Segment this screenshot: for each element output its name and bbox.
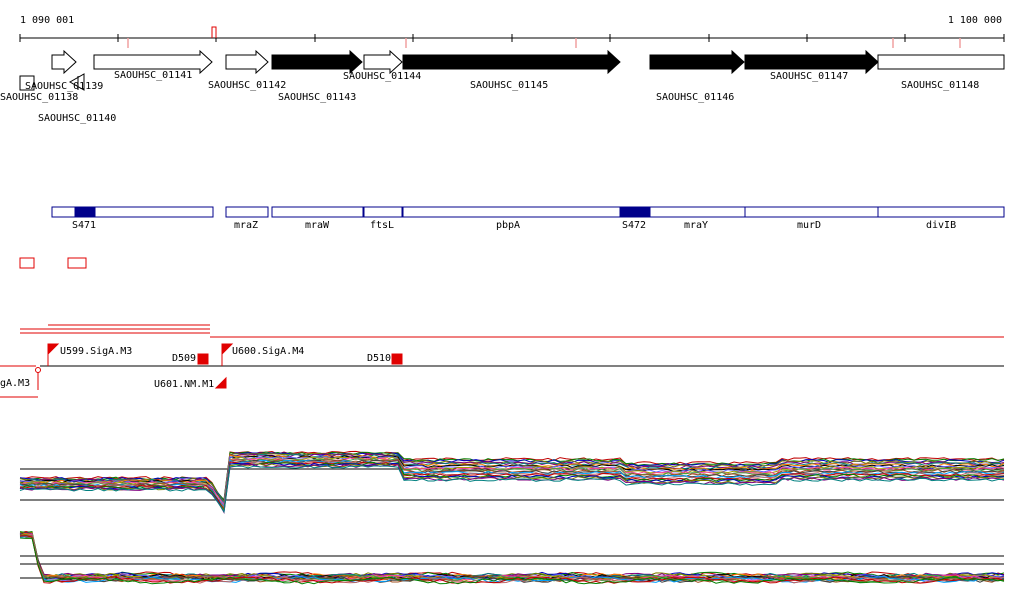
feature-label: divIB (926, 220, 956, 231)
expression-trace (19, 463, 1005, 514)
gene-label: SAOUHSC_01141 (114, 70, 192, 81)
gene-label: SAOUHSC_01145 (470, 80, 548, 91)
tu-label: U601.NM.M1 (154, 379, 214, 390)
feature-label: murD (797, 220, 821, 231)
gene-label: SAOUHSC_01138 (0, 92, 78, 103)
feature-label: S471 (72, 220, 96, 231)
gene-arrow[interactable] (51, 49, 77, 75)
gene-label: SAOUHSC_01139 (25, 81, 103, 92)
feature-label: mraW (305, 220, 330, 231)
ruler-end-label: 1 100 000 (948, 15, 1002, 26)
marker-boxes (19, 257, 87, 269)
gene-label: SAOUHSC_01146 (656, 92, 734, 103)
expression-trace (19, 531, 1005, 580)
expression-trace (19, 530, 1005, 579)
expression-trace (19, 535, 1005, 584)
expression-trace (19, 452, 1005, 503)
gene-arrow[interactable] (744, 49, 879, 75)
promoter-flag[interactable] (47, 343, 60, 366)
feature-box[interactable] (271, 206, 364, 218)
gene-arrow[interactable] (68, 73, 85, 91)
gene-arrow[interactable] (877, 54, 1005, 70)
gene-arrow[interactable] (363, 49, 403, 75)
expression-trace (19, 459, 1005, 509)
gene-arrow[interactable] (19, 75, 35, 91)
feature-box[interactable] (225, 206, 269, 218)
transcript-track: U599.SigA.M3 D509 U600.SigA.M4 D510 U601… (0, 324, 1004, 398)
ruler-start-label: 1 090 001 (20, 15, 74, 26)
ruler-peak-mark (211, 26, 217, 38)
ruler-ticks (19, 34, 1005, 42)
gene-label: SAOUHSC_01148 (901, 80, 979, 91)
tu-label: U599.SigA.M3 (60, 346, 132, 357)
feature-label: S472 (622, 220, 646, 231)
gene-track (19, 49, 1005, 91)
gene-arrow[interactable] (271, 49, 363, 75)
gene-label: SAOUHSC_01142 (208, 80, 286, 91)
gene-arrow[interactable] (93, 49, 213, 75)
promoter-flag[interactable] (214, 376, 227, 389)
gene-arrow[interactable] (649, 49, 745, 75)
gene-label: SAOUHSC_01140 (38, 113, 116, 124)
gene-arrow[interactable] (402, 49, 621, 75)
feature-label: pbpA (496, 220, 520, 231)
tu-label: gA.M3 (0, 378, 30, 389)
gene-labels: SAOUHSC_01138 SAOUHSC_01139 SAOUHSC_0114… (0, 70, 979, 124)
coordinate-ruler: 1 090 001 1 100 000 (19, 15, 1005, 48)
expression-trace (19, 464, 1004, 514)
gene-label: SAOUHSC_01143 (278, 92, 356, 103)
feature-box[interactable] (877, 206, 1005, 218)
terminator-block[interactable] (197, 353, 209, 365)
ruler-site-marks (127, 38, 961, 48)
feature-label: mraZ (234, 220, 258, 231)
feature-box[interactable] (402, 206, 746, 218)
feature-highlight[interactable] (619, 206, 651, 218)
feature-box[interactable] (363, 206, 403, 218)
marker-box[interactable] (19, 257, 35, 269)
feature-track (51, 206, 1005, 218)
gene-arrow[interactable] (225, 49, 269, 75)
feature-highlight[interactable] (74, 206, 96, 218)
gene-label: SAOUHSC_01144 (343, 71, 421, 82)
expression-profile-lower (19, 530, 1005, 585)
expression-trace (19, 537, 1005, 585)
tu-label: D509 (172, 353, 196, 364)
feature-box[interactable] (744, 206, 879, 218)
expression-trace (19, 455, 1005, 508)
feature-box[interactable] (51, 206, 214, 218)
marker-box[interactable] (67, 257, 87, 269)
gene-label: SAOUHSC_01147 (770, 71, 848, 82)
feature-labels: S471 mraZ mraW ftsL pbpA S472 mraY murD … (72, 220, 956, 231)
tu-label: U600.SigA.M4 (232, 346, 304, 357)
feature-label: mraY (684, 220, 708, 231)
terminator-block[interactable] (391, 353, 403, 365)
feature-label: ftsL (370, 220, 394, 231)
tu-label: D510 (367, 353, 391, 364)
expression-profile-upper (19, 450, 1005, 514)
promoter-flag[interactable] (221, 343, 234, 366)
